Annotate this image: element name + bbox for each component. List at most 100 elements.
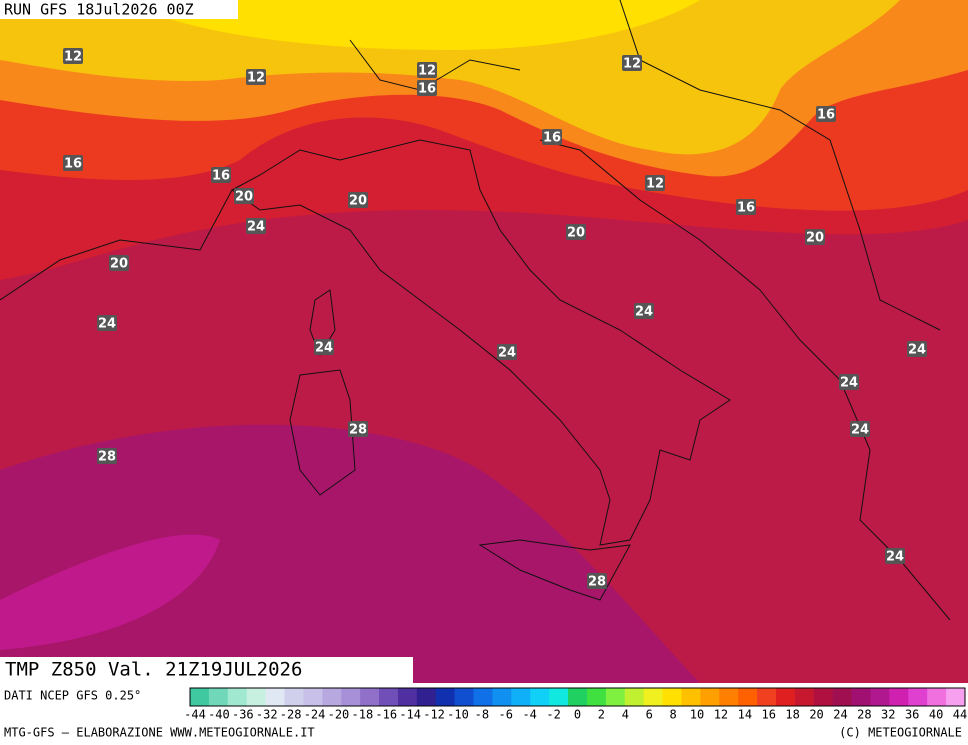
color-swatch	[246, 688, 267, 706]
label-box	[907, 341, 927, 357]
label-box	[63, 155, 83, 171]
contour-labels: 12 12 12 16 12 16 16 16 20 16 12 16 20 24 20 20 20 24 24 24…	[63, 48, 927, 590]
run-header: RUN GFS 18Jul2026 00Z	[4, 1, 194, 19]
colorbar-label: 44	[953, 708, 967, 722]
label-box	[417, 62, 437, 78]
colorbar-label: -32	[256, 708, 278, 722]
footer-left: MTG-GFS — ELABORAZIONE WWW.METEOGIORNALE…	[4, 726, 315, 740]
label-box	[850, 421, 870, 437]
color-swatch	[889, 688, 909, 706]
colorbar-label: -10	[447, 708, 469, 722]
color-swatch	[643, 688, 664, 706]
label-box	[839, 374, 859, 390]
color-swatch	[416, 688, 437, 706]
colorbar-label: -44	[184, 708, 206, 722]
color-swatch	[379, 688, 399, 706]
contour-label: 24	[908, 343, 926, 358]
contour-label: 12	[247, 71, 265, 86]
colorbar-label: -12	[423, 708, 445, 722]
label-box	[97, 448, 117, 464]
color-swatch	[813, 688, 834, 706]
colorbar-label: -2	[546, 708, 560, 722]
contour-label: 12	[646, 177, 664, 192]
color-swatch	[927, 688, 947, 706]
color-swatch	[190, 688, 210, 706]
color-swatch	[303, 688, 323, 706]
coastline	[289, 369, 356, 496]
colorbar-label: 10	[690, 708, 704, 722]
color-swatch	[435, 688, 456, 706]
contour-label: 16	[418, 82, 436, 97]
color-swatch	[397, 688, 418, 706]
contour-label: 20	[806, 231, 824, 246]
temperature-band	[0, 534, 220, 650]
label-box	[211, 167, 231, 183]
coastline	[478, 539, 631, 601]
map-title: TMP Z850 Val. 21Z19JUL2026	[5, 659, 302, 681]
colorbar-label: -40	[208, 708, 230, 722]
data-source: DATI NCEP GFS 0.25°	[4, 689, 141, 703]
footer-right: (C) METEOGIORNALE	[839, 726, 962, 740]
colorbar-label: -14	[399, 708, 421, 722]
colorbar-label: 4	[622, 708, 629, 722]
color-swatch	[908, 688, 928, 706]
label-box	[234, 188, 254, 204]
label-box	[497, 344, 517, 360]
colorbar-label: 20	[809, 708, 823, 722]
contour-label: 24	[498, 346, 516, 361]
coastline	[0, 0, 951, 621]
color-swatch	[549, 688, 569, 706]
temperature-band	[0, 0, 900, 155]
color-swatch	[530, 688, 550, 706]
color-swatch	[341, 688, 361, 706]
colorbar-label: 18	[785, 708, 799, 722]
label-box	[97, 315, 117, 331]
color-swatch	[284, 688, 304, 706]
contour-label: 16	[737, 201, 755, 216]
color-swatch	[360, 688, 380, 706]
label-box	[417, 80, 437, 96]
color-swatch	[946, 688, 966, 706]
color-swatch	[851, 688, 871, 706]
contour-label: 16	[817, 108, 835, 123]
contour-label: 12	[64, 50, 82, 65]
colorbar-label: 12	[714, 708, 728, 722]
color-swatch	[794, 688, 815, 706]
label-box	[816, 106, 836, 122]
colorbar-label: -16	[375, 708, 397, 722]
colorbar-label: 2	[598, 708, 605, 722]
label-box	[645, 175, 665, 191]
contour-label: 28	[349, 423, 367, 438]
colorbar-label: 0	[574, 708, 581, 722]
color-swatch	[662, 688, 682, 706]
temperature-band	[120, 0, 700, 50]
contour-label: 20	[567, 226, 585, 241]
contour-label: 12	[623, 57, 641, 72]
label-box	[805, 229, 825, 245]
contour-label: 24	[840, 376, 858, 391]
contour-label: 24	[98, 317, 116, 332]
color-swatch	[586, 688, 607, 706]
colorbar-label: -4	[522, 708, 536, 722]
contour-label: 20	[235, 190, 253, 205]
map	[0, 0, 968, 683]
colorbar: -44 -40 -36 -32 -28 -24 -20 -18 -16 -14 -12 -10 -8 -6…	[184, 687, 967, 722]
header-box	[0, 0, 238, 19]
title-box	[0, 657, 413, 683]
contour-label: 24	[247, 220, 265, 235]
color-swatch	[719, 688, 739, 706]
contour-label: 28	[98, 450, 116, 465]
color-swatch	[322, 688, 342, 706]
colorbar-label: -18	[352, 708, 374, 722]
colorbar-frame	[189, 687, 966, 707]
label-box	[542, 129, 562, 145]
contour-label: 24	[315, 341, 333, 356]
label-box	[622, 55, 642, 71]
label-box	[736, 199, 756, 215]
colorbar-label: -24	[304, 708, 326, 722]
color-swatch	[681, 688, 701, 706]
contour-label: 28	[588, 575, 606, 590]
colorbar-label: 8	[670, 708, 677, 722]
color-swatch	[568, 688, 588, 706]
